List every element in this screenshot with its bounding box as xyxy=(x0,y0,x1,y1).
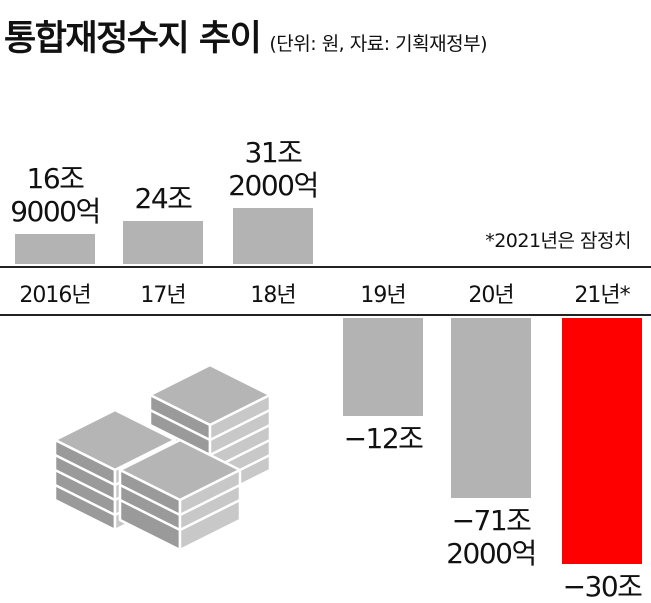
value-label-line: −12조 xyxy=(343,422,424,456)
bar-3 xyxy=(343,318,423,417)
value-label-2: 31조 2000억 xyxy=(228,135,319,202)
value-label-line: 9000억 xyxy=(10,194,101,228)
value-label-0: 16조 9000억 xyxy=(10,161,101,228)
chart-title: 통합재정수지 추이 xyxy=(4,19,262,59)
category-label-0: 2016년 xyxy=(19,283,91,308)
category-label-5: 21년* xyxy=(574,283,630,308)
bar-2 xyxy=(233,207,313,264)
title-block: 통합재정수지 추이 (단위: 원, 자료: 기획재정부) xyxy=(4,10,487,61)
value-label-1: 24조 xyxy=(134,181,193,215)
provisional-note: *2021년은 잠정치 xyxy=(485,230,631,252)
category-band xyxy=(0,266,651,316)
money-stack-icon xyxy=(53,363,272,552)
value-label-line: 31조 xyxy=(244,135,303,169)
bar-5 xyxy=(562,318,642,564)
value-label-line: −71조 xyxy=(451,504,532,537)
category-label-3: 19년 xyxy=(360,283,406,308)
category-label-4: 20년 xyxy=(468,283,514,308)
chart-canvas xyxy=(53,363,272,552)
value-label-line: 16조 xyxy=(26,161,85,195)
value-label-4: −71조 2000억 xyxy=(446,504,537,570)
bar-1 xyxy=(123,220,203,264)
value-label-3: −12조 xyxy=(343,422,424,456)
value-label-line: 2000억 xyxy=(446,537,537,570)
value-label-line: 24조 xyxy=(134,181,193,215)
bar-4 xyxy=(451,318,531,498)
category-label-1: 17년 xyxy=(140,283,186,308)
category-label-2: 18년 xyxy=(250,283,296,308)
value-label-line: 2000억 xyxy=(228,168,319,202)
bar-0 xyxy=(15,233,95,264)
chart-subtitle: (단위: 원, 자료: 기획재정부) xyxy=(269,33,487,55)
